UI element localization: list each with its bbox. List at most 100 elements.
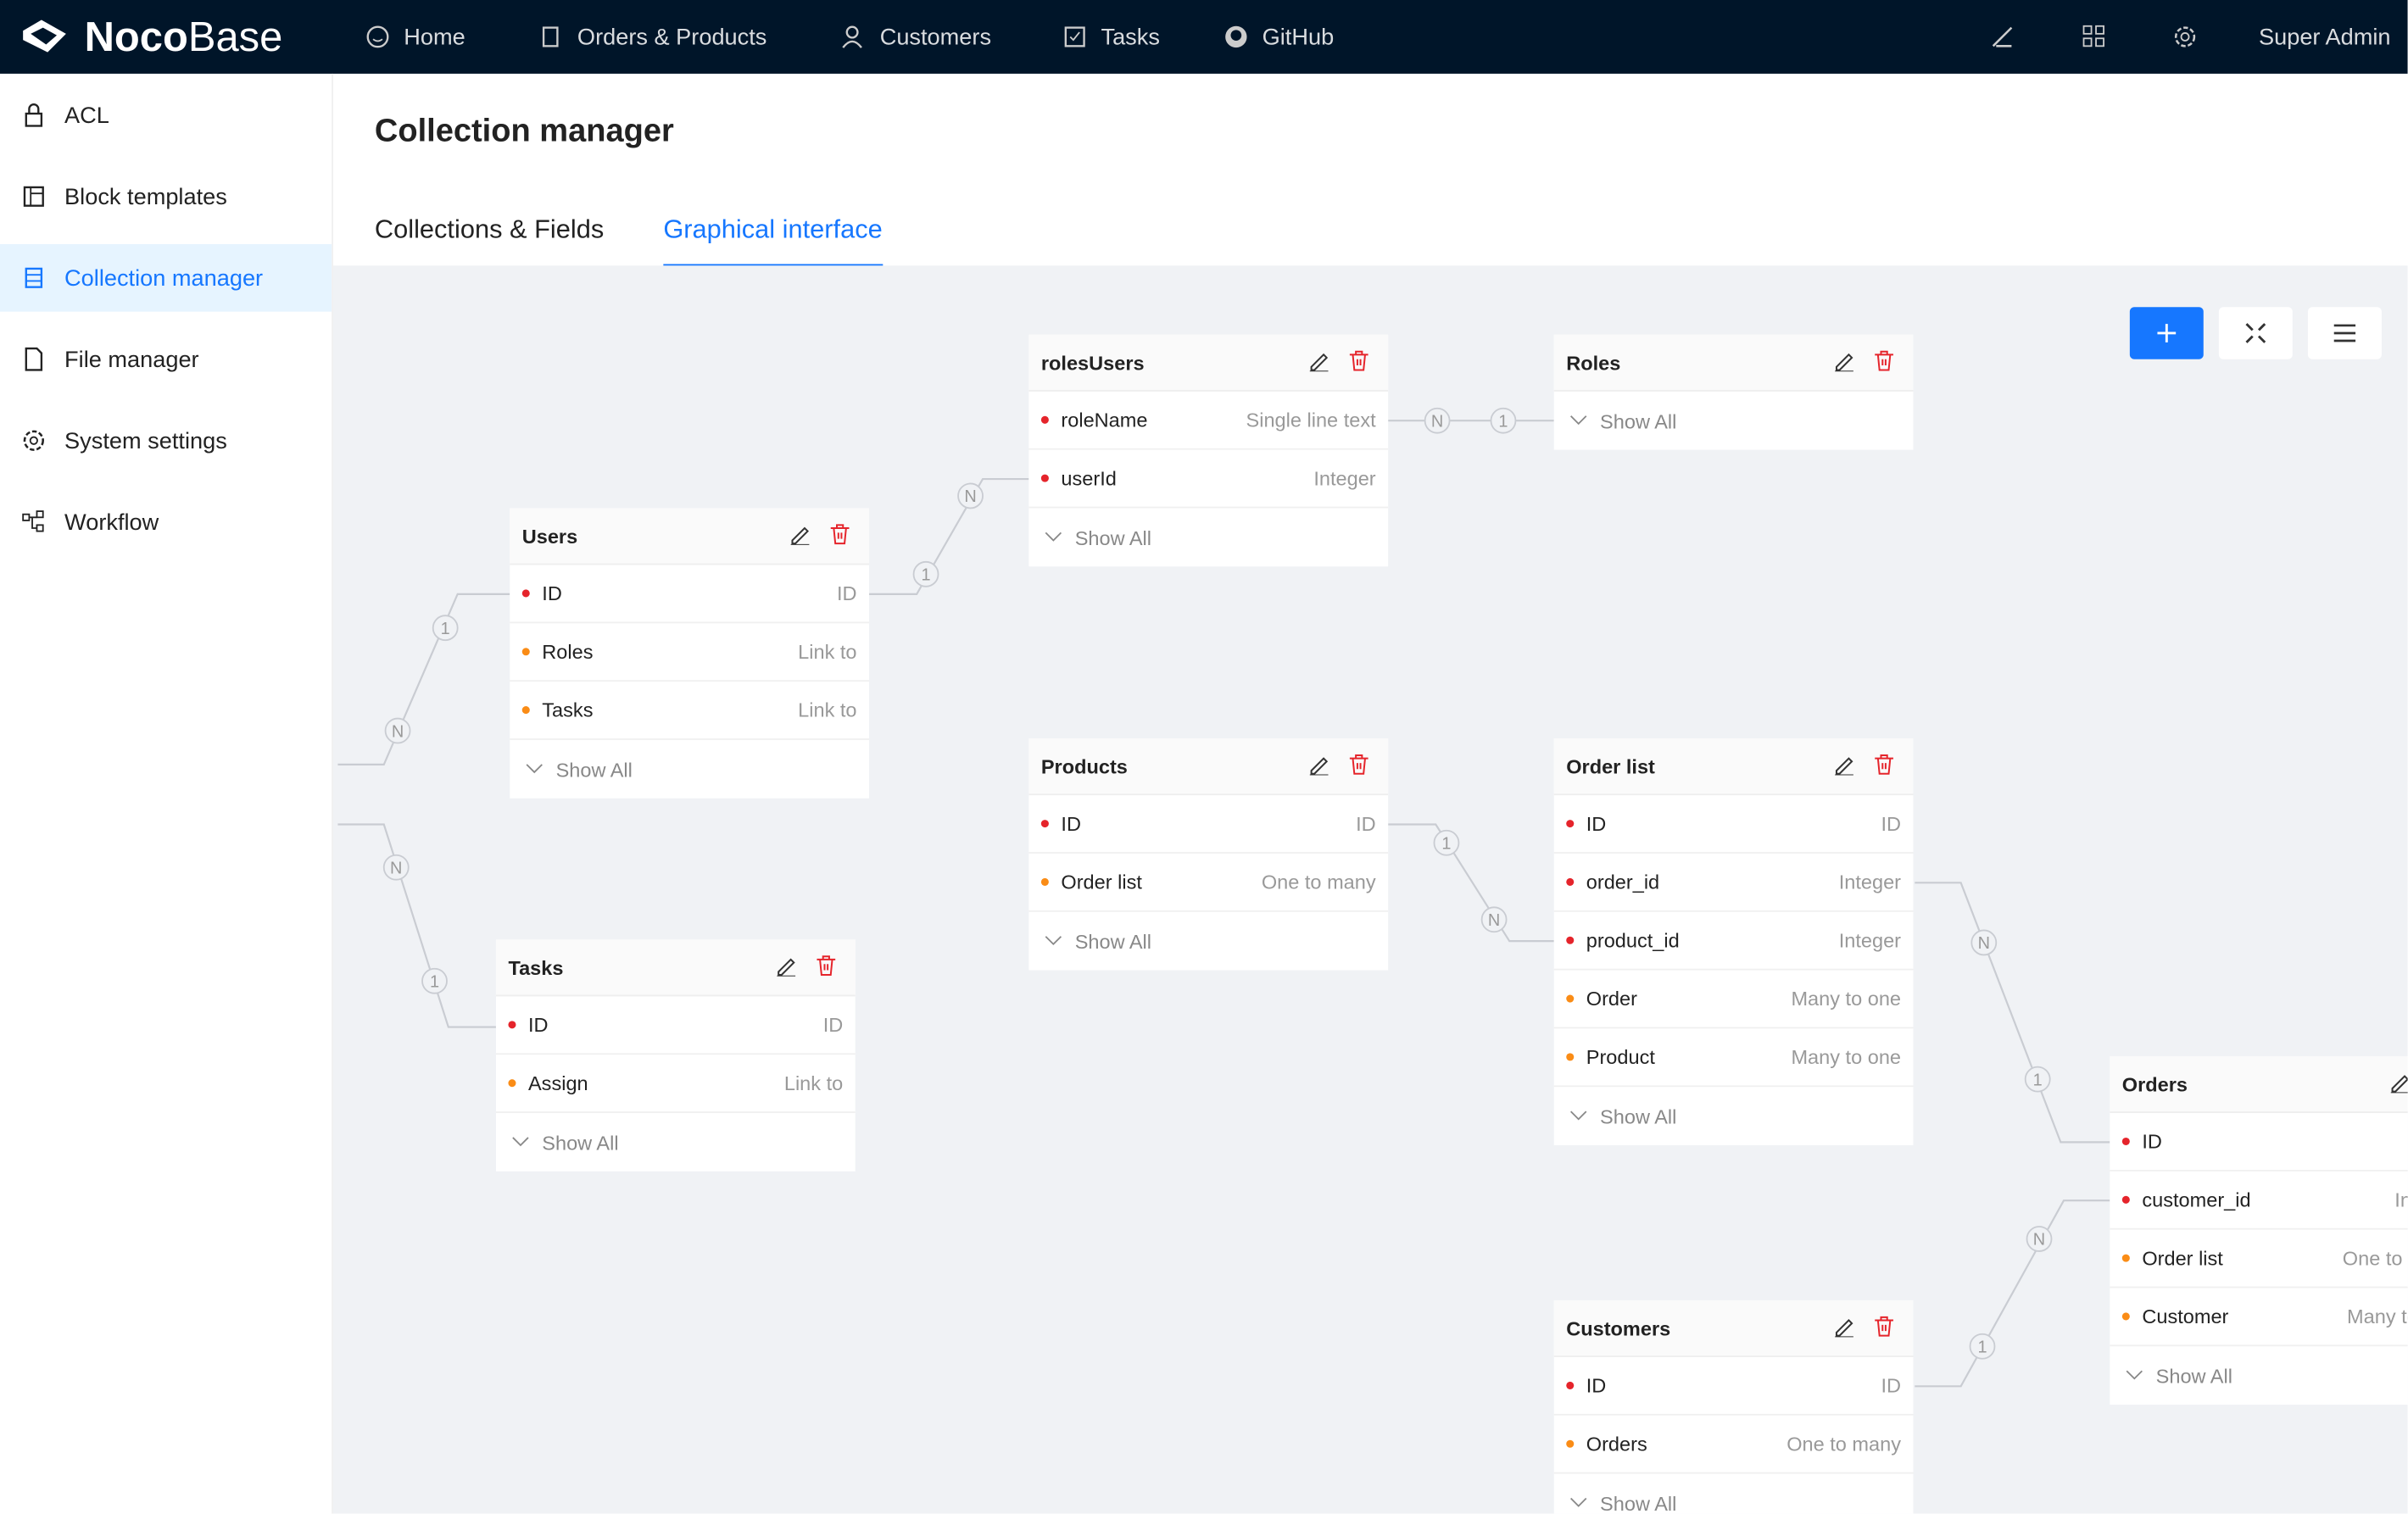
show-all[interactable]: Show All: [496, 1113, 856, 1172]
icon: [1225, 25, 1247, 48]
edge-label-bg: [1424, 407, 1451, 434]
relation-edge: [1915, 882, 2110, 1144]
field-name: Orders: [1586, 1432, 1647, 1456]
field-dot: [2121, 1195, 2130, 1204]
delete-icon[interactable]: [1348, 754, 1369, 780]
logo[interactable]: NocoBase: [19, 0, 283, 74]
field-dot: [1040, 820, 1049, 828]
field-name: Order: [1586, 987, 1637, 1010]
edit-icon[interactable]: [1833, 754, 1854, 780]
edit-icon[interactable]: [2389, 1071, 2408, 1098]
show-all[interactable]: Show All: [1554, 1087, 1914, 1145]
icon: [1064, 26, 1085, 47]
edit-icon[interactable]: [1833, 350, 1854, 376]
tab[interactable]: Collections & Fields: [374, 214, 605, 244]
show-all[interactable]: Show All: [1028, 912, 1388, 971]
nav-home[interactable]: Home: [365, 0, 465, 74]
show-all-label: Show All: [1600, 1105, 1677, 1128]
field-dot: [1566, 1439, 1575, 1448]
field-name: ID: [2142, 1129, 2162, 1154]
icon: [817, 955, 836, 976]
field-name: order_id: [1586, 870, 1660, 894]
sidebar-item[interactable]: Block templates: [0, 163, 332, 231]
field-dot: [1566, 994, 1575, 1003]
edge-label: N: [1431, 412, 1443, 431]
edit-icon[interactable]: [1308, 754, 1329, 780]
edit-icon[interactable]: [1308, 350, 1329, 376]
icon: [1570, 1110, 1587, 1121]
show-all[interactable]: Show All: [2110, 1346, 2407, 1405]
field-row: Product Many to one: [1553, 1028, 1914, 1088]
collection-card: Customers ID ID Orders One to many Show All: [1553, 1300, 1914, 1514]
sidebar-item[interactable]: Collection manager: [0, 243, 332, 312]
show-all-label: Show All: [2155, 1364, 2232, 1388]
logo-bold: Noco: [84, 13, 188, 59]
delete-icon[interactable]: [1873, 1316, 1894, 1342]
show-all[interactable]: Show All: [510, 740, 869, 799]
edit-icon[interactable]: [1833, 1316, 1854, 1342]
show-all[interactable]: Show All: [1554, 1474, 1914, 1514]
delete-icon[interactable]: [816, 955, 837, 981]
nav-orders[interactable]: Orders & Products: [539, 0, 767, 74]
fullscreen-button[interactable]: [2218, 307, 2293, 359]
field-type: Link to: [783, 1071, 844, 1095]
edge-label-bg: [912, 560, 939, 587]
edge-label: 1: [1977, 1338, 1987, 1356]
collection-name: Tasks: [508, 955, 564, 979]
menu-button[interactable]: [2307, 307, 2382, 359]
add-button[interactable]: [2129, 307, 2204, 359]
theme-icon[interactable]: [1988, 23, 2016, 51]
field-row: Order list One to many: [2110, 1230, 2408, 1289]
settings-icon[interactable]: [2171, 23, 2199, 51]
field-name: Product: [1586, 1045, 1655, 1069]
field-type: ID: [836, 582, 857, 605]
show-all-label: Show All: [1600, 409, 1677, 432]
plugins-icon[interactable]: [2081, 23, 2109, 51]
top-bar: NocoBase Home Orders & Products Customer…: [0, 0, 2408, 74]
card-header: Users: [510, 508, 870, 565]
field-type: Many to one: [2347, 1305, 2408, 1328]
sidebar-item[interactable]: System settings: [0, 407, 332, 475]
field-row: Customer Many to one: [2110, 1288, 2408, 1347]
sidebar-item[interactable]: Workflow: [0, 488, 332, 556]
edge-label-bg: [1970, 929, 1998, 956]
collection-card: Order list ID ID order_id Integer product_id I…: [1553, 738, 1914, 1146]
delete-icon[interactable]: [1873, 350, 1894, 376]
user-menu[interactable]: Super Admin: [2259, 0, 2391, 74]
show-all-label: Show All: [1074, 526, 1152, 549]
field-dot: [521, 706, 530, 715]
show-all[interactable]: Show All: [1554, 392, 1914, 450]
nav-github[interactable]: GitHub: [1224, 0, 1334, 74]
field-type: Integer: [1838, 870, 1902, 894]
sidebar-item[interactable]: File manager: [0, 326, 332, 393]
nav-label: Orders & Products: [577, 24, 767, 50]
relation-edge: [869, 477, 1029, 595]
nav-tasks[interactable]: Tasks: [1062, 0, 1160, 74]
field-row: Orders One to many: [1553, 1416, 1914, 1474]
nav-customers[interactable]: Customers: [841, 0, 991, 74]
collection-card: Products ID ID Order list One to many Show Al…: [1028, 738, 1389, 971]
show-all-label: Show All: [1600, 1491, 1677, 1514]
collection-card: Roles Show All: [1553, 334, 1914, 450]
icon: [2333, 324, 2356, 342]
show-all[interactable]: Show All: [1028, 508, 1388, 566]
sidebar-item[interactable]: ACL: [0, 81, 332, 149]
delete-icon[interactable]: [829, 524, 850, 550]
card-header: Order list: [1553, 738, 1914, 796]
edit-icon[interactable]: [789, 524, 811, 550]
sidebar-label: Collection manager: [64, 264, 264, 292]
field-type: ID: [1881, 1373, 1902, 1398]
field-name: Customer: [2142, 1305, 2229, 1328]
collection-name: Users: [521, 524, 578, 548]
collection-name: Customers: [1566, 1316, 1671, 1340]
tab[interactable]: Graphical interface: [663, 215, 883, 268]
edit-icon[interactable]: [776, 955, 797, 981]
delete-icon[interactable]: [1348, 350, 1369, 376]
icon: [1309, 757, 1329, 776]
delete-icon[interactable]: [1873, 754, 1894, 780]
user-name: Super Admin: [2258, 24, 2391, 50]
